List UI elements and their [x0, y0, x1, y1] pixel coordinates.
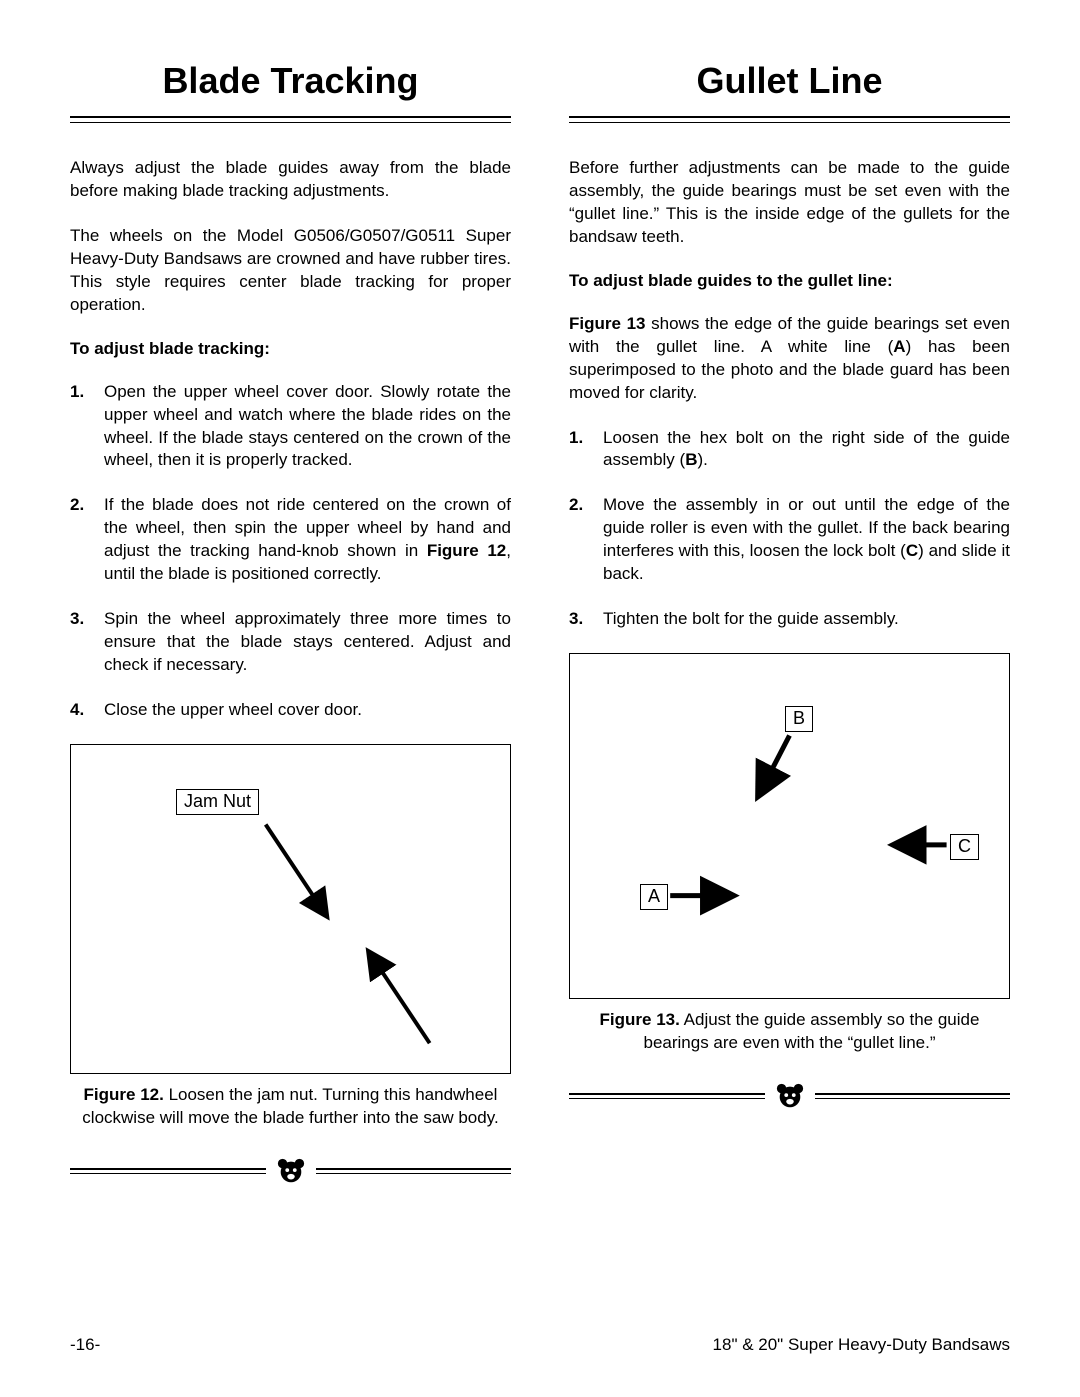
page-footer: -16- 18" & 20" Super Heavy-Duty Bandsaws — [70, 1335, 1010, 1355]
section-end-divider — [569, 1081, 1010, 1111]
figure-label: Figure 13. — [600, 1010, 680, 1029]
callout-label-a: A — [640, 884, 668, 910]
step-item: Move the assembly in or out until the ed… — [569, 494, 1010, 586]
left-column: Blade Tracking Always adjust the blade g… — [70, 60, 511, 1186]
bear-icon — [775, 1081, 805, 1111]
section-title-gullet-line: Gullet Line — [569, 60, 1010, 102]
divider-line — [815, 1093, 1011, 1099]
step-item: Spin the wheel approximately three more … — [70, 608, 511, 677]
section-title-blade-tracking: Blade Tracking — [70, 60, 511, 102]
doc-title: 18" & 20" Super Heavy-Duty Bandsaws — [713, 1335, 1010, 1355]
figure-12-arrows — [71, 745, 510, 1073]
page-number: -16- — [70, 1335, 100, 1355]
step-item: Close the upper wheel cover door. — [70, 699, 511, 722]
figure-13-caption: Figure 13. Adjust the guide assembly so … — [569, 1009, 1010, 1055]
section-rule — [569, 116, 1010, 123]
step-item: Tighten the bolt for the guide assembly. — [569, 608, 1010, 631]
section-rule — [70, 116, 511, 123]
two-column-layout: Blade Tracking Always adjust the blade g… — [70, 60, 1010, 1186]
divider-line — [569, 1093, 765, 1099]
callout-label-b: B — [785, 706, 813, 732]
bear-icon — [276, 1156, 306, 1186]
section-end-divider — [70, 1156, 511, 1186]
procedure-steps: Loosen the hex bolt on the right side of… — [569, 427, 1010, 632]
procedure-subhead: To adjust blade guides to the gullet lin… — [569, 271, 1010, 291]
callout-label-jam-nut: Jam Nut — [176, 789, 259, 815]
manual-page: Blade Tracking Always adjust the blade g… — [0, 0, 1080, 1397]
figure-12-box: Jam Nut — [70, 744, 511, 1074]
figure-13-box: B C A — [569, 653, 1010, 999]
callout-label-c: C — [950, 834, 979, 860]
intro-paragraph: Before further adjustments can be made t… — [569, 157, 1010, 249]
divider-line — [316, 1168, 512, 1174]
step-item: Loosen the hex bolt on the right side of… — [569, 427, 1010, 473]
figure-label: Figure 12. — [84, 1085, 164, 1104]
figure-12-caption: Figure 12. Loosen the jam nut. Turning t… — [70, 1084, 511, 1130]
intro-paragraph: The wheels on the Model G0506/G0507/G051… — [70, 225, 511, 317]
step-item: If the blade does not ride centered on t… — [70, 494, 511, 586]
intro-paragraph: Always adjust the blade guides away from… — [70, 157, 511, 203]
divider-line — [70, 1168, 266, 1174]
step-item: Open the upper wheel cover door. Slowly … — [70, 381, 511, 473]
procedure-steps: Open the upper wheel cover door. Slowly … — [70, 381, 511, 722]
intro-paragraph: Figure 13 shows the edge of the guide be… — [569, 313, 1010, 405]
procedure-subhead: To adjust blade tracking: — [70, 339, 511, 359]
right-column: Gullet Line Before further adjustments c… — [569, 60, 1010, 1186]
figure-caption-text: Adjust the guide assembly so the guide b… — [644, 1010, 980, 1052]
